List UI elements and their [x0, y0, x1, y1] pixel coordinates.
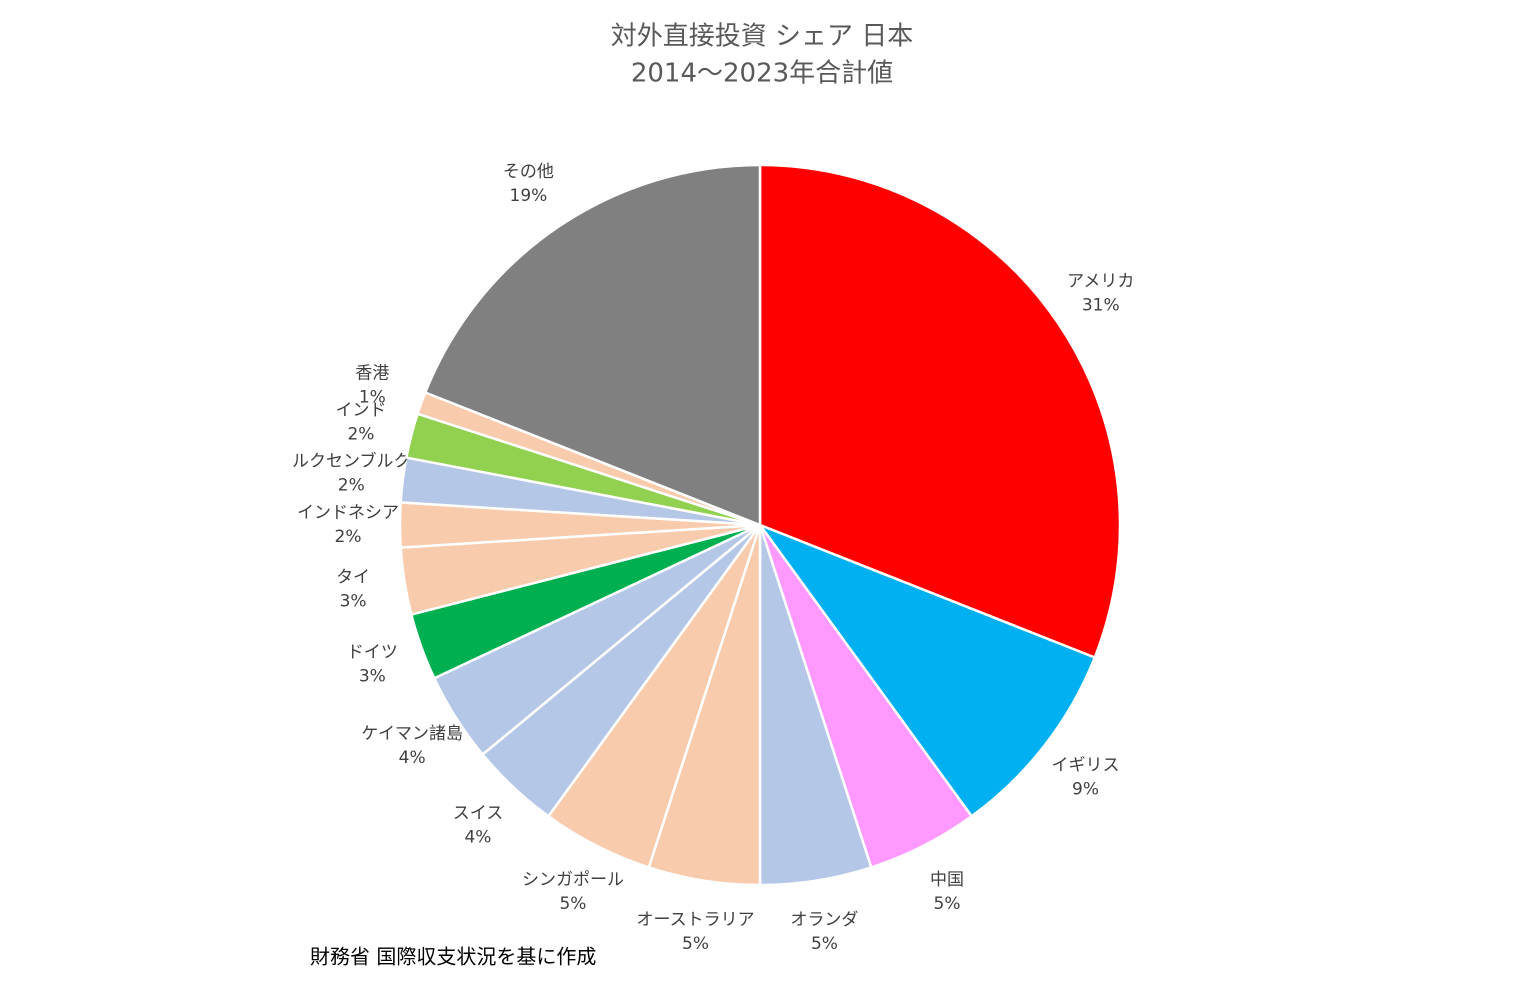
slice-value-label: 19%	[510, 186, 548, 206]
slice-value-label: 4%	[464, 827, 491, 847]
slice-category-label: オランダ	[790, 910, 858, 930]
slice-value-label: 2%	[347, 425, 374, 445]
slice-category-label: オーストラリア	[636, 910, 754, 930]
slice-category-label: タイ	[336, 567, 370, 587]
slice-value-label: 31%	[1082, 295, 1120, 315]
slice-value-label: 5%	[811, 934, 838, 954]
slice-value-label: 2%	[335, 527, 362, 547]
slice-value-label: 3%	[340, 591, 367, 611]
chart-title: 対外直接投資 シェア 日本	[611, 22, 914, 52]
source-note: 財務省 国際収支状況を基に作成	[310, 945, 596, 969]
slice-value-label: 4%	[399, 748, 426, 768]
slice-value-label: 5%	[682, 934, 709, 954]
slice-category-label: ドイツ	[347, 643, 398, 663]
slice-category-label: その他	[503, 162, 554, 182]
slice-category-label: インドネシア	[297, 503, 399, 523]
slice-value-label: 9%	[1072, 780, 1099, 800]
slice-value-label: 5%	[934, 894, 961, 914]
slice-category-label: ルクセンブルク	[292, 450, 411, 471]
slice-category-label: イギリス	[1052, 756, 1120, 776]
slice-value-label: 5%	[559, 894, 586, 914]
pie-slice	[756, 522, 1097, 818]
slice-category-label: 香港	[355, 363, 389, 383]
slice-category-label: スイス	[453, 803, 504, 823]
pie-slice	[423, 163, 762, 527]
slice-category-label: アメリカ	[1067, 271, 1134, 291]
slice-category-label: シンガポール	[522, 870, 624, 890]
slice-value-label: 2%	[338, 475, 365, 495]
slice-value-label: 3%	[359, 667, 386, 687]
chart-subtitle: 2014〜2023年合計値	[631, 59, 893, 89]
pie-slice	[758, 163, 1122, 660]
slice-category-label: ケイマン諸島	[361, 724, 463, 744]
slice-category-label: インド	[335, 401, 386, 421]
slice-category-label: 中国	[930, 870, 964, 890]
slice-value-label: 1%	[359, 387, 386, 407]
